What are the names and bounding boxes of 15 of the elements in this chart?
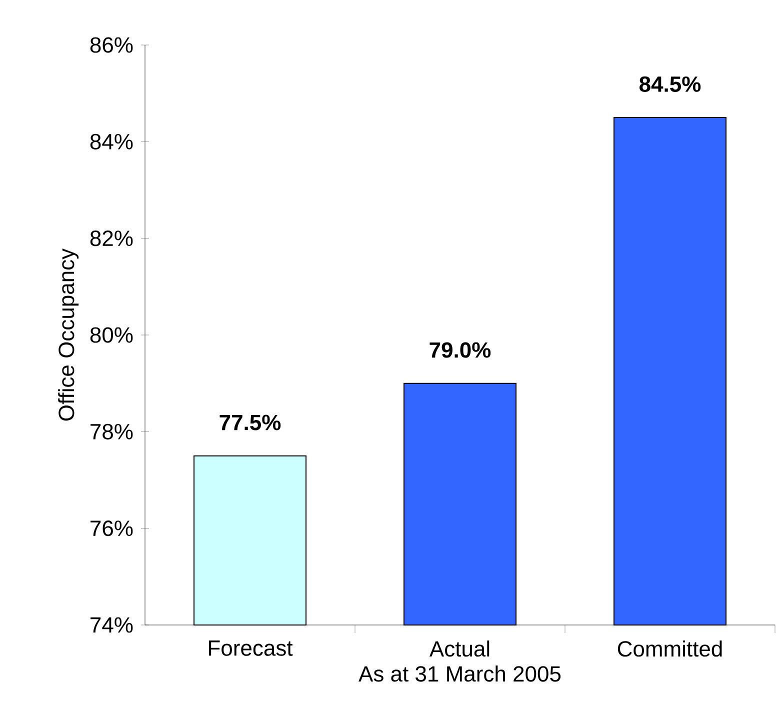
y-tick-label: 82% [90,230,133,246]
x-tick-label: Forecast [209,640,293,656]
y-tick-label: 76% [90,520,133,536]
x-axis-title: As at 31 March 2005 [358,666,561,682]
x-tick-label: Committed [618,640,722,657]
data-label: 79.0% [430,342,491,358]
y-tick-label: 78% [90,424,133,440]
data-label: 77.5% [220,414,281,430]
y-tick-label: 84% [90,134,133,150]
y-tick-label: 80% [90,327,133,343]
x-tick-label: Actual [429,640,490,657]
data-label: 84.5% [640,76,701,92]
y-tick-label: 74% [90,617,133,633]
y-tick-label: 86% [90,37,133,53]
y-axis-title: Office Occupancy [58,248,79,421]
